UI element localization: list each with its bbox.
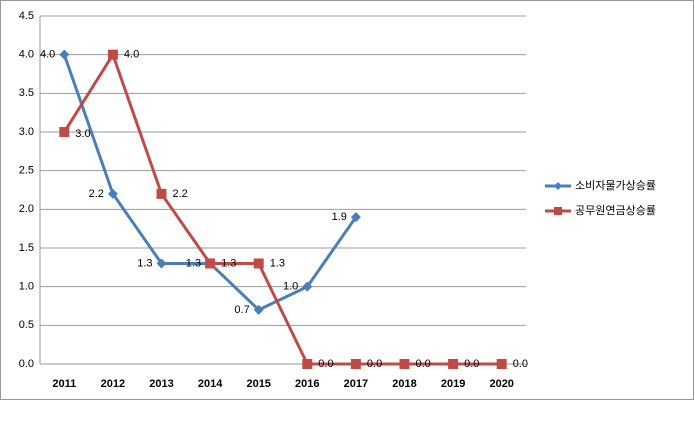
- data-label: 0.0: [416, 358, 431, 370]
- y-tick-label: 0.0: [19, 358, 34, 370]
- marker: [448, 359, 459, 369]
- y-tick-label: 1.0: [19, 281, 34, 293]
- y-tick-label: 0.5: [19, 319, 34, 331]
- data-label: 0.0: [513, 358, 528, 370]
- series-line: [63, 51, 502, 366]
- legend-marker: [554, 182, 562, 190]
- x-tick-label: 2011: [52, 378, 76, 390]
- y-tick-label: 3.0: [19, 126, 34, 138]
- data-label: 1.3: [270, 257, 285, 269]
- marker: [350, 359, 361, 369]
- data-label: 4.0: [40, 49, 55, 61]
- marker: [302, 281, 313, 292]
- y-tick-label: 1.5: [19, 242, 34, 254]
- x-tick-label: 2015: [246, 378, 270, 390]
- marker: [253, 258, 264, 269]
- x-tick-label: 2012: [101, 378, 125, 390]
- marker: [59, 127, 70, 137]
- data-label: 1.0: [283, 281, 298, 293]
- x-tick-label: 2019: [441, 378, 465, 390]
- x-tick-label: 2017: [344, 378, 368, 390]
- marker: [302, 359, 313, 369]
- legend-label: 소비자물가상승률: [575, 179, 656, 192]
- data-label: 2.2: [89, 188, 104, 200]
- x-tick-label: 2020: [489, 378, 513, 390]
- marker: [156, 258, 167, 269]
- chart-border: [0, 0, 694, 400]
- y-tick-label: 4.0: [19, 49, 34, 61]
- y-tick-label: 2.5: [19, 165, 34, 177]
- data-label: 1.3: [186, 257, 201, 269]
- marker: [496, 359, 507, 369]
- data-label: 0.7: [234, 304, 249, 316]
- x-tick-label: 2018: [392, 378, 416, 390]
- y-tick-label: 4.5: [19, 10, 34, 22]
- data-label: 1.9: [332, 211, 347, 223]
- marker: [350, 212, 361, 223]
- data-label: 1.3: [137, 257, 152, 269]
- marker: [156, 188, 167, 199]
- marker: [107, 49, 118, 60]
- x-tick-label: 2014: [198, 378, 223, 390]
- data-label: 2.2: [173, 188, 188, 200]
- marker: [107, 188, 118, 199]
- legend-label: 공무원연금상승률: [575, 204, 656, 217]
- marker: [205, 258, 216, 269]
- y-tick-label: 3.5: [19, 87, 34, 99]
- marker: [253, 304, 264, 315]
- data-label: 3.0: [75, 128, 90, 140]
- y-tick-label: 2.0: [19, 203, 34, 215]
- x-tick-label: 2016: [295, 378, 319, 390]
- data-label: 0.0: [464, 358, 479, 370]
- x-tick-label: 2013: [149, 378, 173, 390]
- data-label: 4.0: [124, 49, 139, 61]
- data-label: 1.3: [221, 257, 236, 269]
- marker: [399, 359, 410, 369]
- data-label: 0.0: [318, 358, 333, 370]
- marker: [59, 49, 70, 60]
- legend-marker: [554, 207, 562, 215]
- data-label: 0.0: [367, 358, 382, 370]
